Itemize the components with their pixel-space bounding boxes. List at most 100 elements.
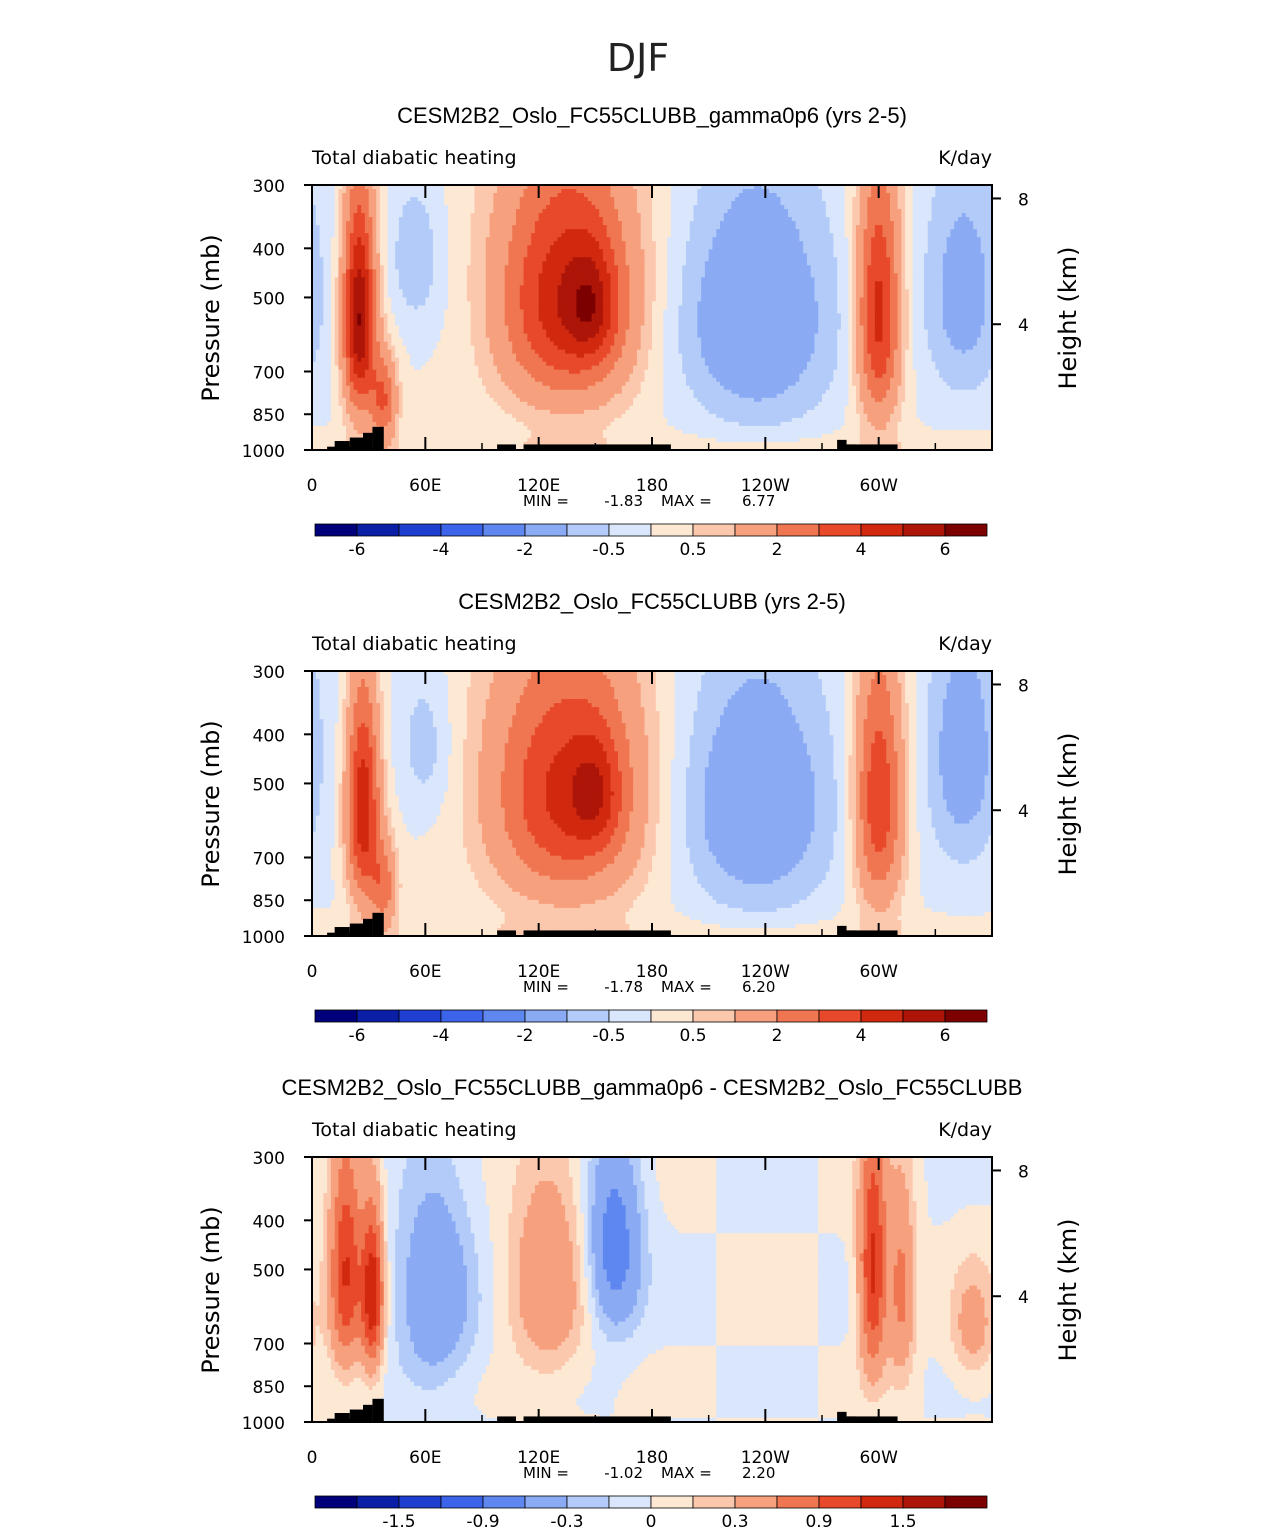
colorbar-label: -0.9 xyxy=(466,1512,499,1531)
y-tick-label: 850 xyxy=(253,892,285,912)
y-axis-label: Pressure (mb) xyxy=(197,720,225,887)
colorbar-swatch xyxy=(314,1009,358,1023)
colorbar-swatch xyxy=(776,1009,820,1023)
colorbar-swatch xyxy=(566,1009,610,1023)
topography xyxy=(327,912,898,936)
colorbar-label: 0 xyxy=(646,1512,657,1531)
topography-block xyxy=(497,444,516,450)
min-label: MIN = xyxy=(523,1464,569,1482)
colorbar-label: -0.5 xyxy=(592,1026,625,1046)
colorbar-label: 4 xyxy=(856,1026,867,1046)
min-value: -1.78 xyxy=(604,978,643,996)
colorbar-swatch xyxy=(818,523,862,537)
colorbar-label: 2 xyxy=(772,540,783,560)
colorbar: -1.5 -0.9 -0.3 0 0.3 0.9 1.5 xyxy=(314,1495,988,1531)
max-value: 2.20 xyxy=(742,1464,775,1482)
colorbar-swatch xyxy=(608,1009,652,1023)
topography-block xyxy=(372,1398,384,1422)
colorbar-swatch xyxy=(314,523,358,537)
colorbar-swatch xyxy=(944,1495,988,1509)
colorbar-swatch xyxy=(902,523,946,537)
colorbar-swatch xyxy=(650,1495,694,1509)
colorbar-swatch xyxy=(482,1495,526,1509)
y-tick-label: 1000 xyxy=(242,1414,285,1434)
topography-block xyxy=(334,441,350,450)
colorbar-swatch xyxy=(734,523,778,537)
max-label: MAX = xyxy=(661,1464,712,1482)
colorbar-label: -4 xyxy=(433,540,450,560)
colorbar-swatch xyxy=(734,1495,778,1509)
y-tick-label: 700 xyxy=(253,1335,285,1355)
x-tick-label: 120W xyxy=(741,1448,790,1468)
colorbar-label: -2 xyxy=(517,540,534,560)
y-tick-label: 850 xyxy=(253,406,285,426)
topography-block xyxy=(848,1418,879,1422)
colorbar-swatch xyxy=(398,1495,442,1509)
topography-block xyxy=(363,918,373,936)
units-label: K/day xyxy=(938,1119,992,1141)
y-right-tick-label: 8 xyxy=(1018,676,1029,696)
y-axis-label: Pressure (mb) xyxy=(197,1206,225,1373)
y-tick-label: 500 xyxy=(253,1261,285,1281)
colorbar-swatch xyxy=(650,523,694,537)
x-tick-label: 120E xyxy=(517,1448,560,1468)
x-tick-label: 60W xyxy=(859,1448,898,1468)
max-label: MAX = xyxy=(661,492,712,510)
colorbar-swatch xyxy=(398,1009,442,1023)
contour-field xyxy=(312,1157,992,1422)
x-tick-label: 60E xyxy=(409,476,441,496)
y-tick-label: 850 xyxy=(253,1378,285,1398)
colorbar-label: 1.5 xyxy=(889,1512,916,1531)
max-label: MAX = xyxy=(661,978,712,996)
colorbar-label: -2 xyxy=(517,1026,534,1046)
topography-block xyxy=(523,930,671,936)
topography-block xyxy=(497,930,516,936)
colorbar-swatch xyxy=(356,1009,400,1023)
min-label: MIN = xyxy=(523,978,569,996)
units-label: K/day xyxy=(938,633,992,655)
colorbar-swatch xyxy=(440,1009,484,1023)
y-right-axis-label: Height (km) xyxy=(1054,733,1082,876)
colorbar-label: 6 xyxy=(940,1026,951,1046)
min-label: MIN = xyxy=(523,492,569,510)
colorbar-swatch xyxy=(356,523,400,537)
min-value: -1.02 xyxy=(604,1464,643,1482)
topography-block xyxy=(334,927,350,936)
colorbar-swatch xyxy=(608,1495,652,1509)
colorbar-swatch xyxy=(314,1495,358,1509)
page-title: DJF xyxy=(607,36,669,80)
topography-block xyxy=(523,444,671,450)
panel-1: CESM2B2_Oslo_FC55CLUBB_gamma0p6 (yrs 2-5… xyxy=(197,103,1082,560)
colorbar-label: -6 xyxy=(349,540,366,560)
topography-block xyxy=(848,932,879,936)
colorbar: -6 -4 -2 -0.5 0.5 2 4 6 xyxy=(314,523,988,560)
colorbar-swatch xyxy=(692,1495,736,1509)
y-tick-label: 400 xyxy=(253,726,285,746)
colorbar-swatch xyxy=(902,1495,946,1509)
y-tick-label: 400 xyxy=(253,1212,285,1232)
colorbar-label: 2 xyxy=(772,1026,783,1046)
colorbar-swatch xyxy=(356,1495,400,1509)
y-tick-label: 500 xyxy=(253,289,285,309)
topography-block xyxy=(848,446,879,450)
colorbar-swatch xyxy=(524,523,568,537)
x-tick-label: 0 xyxy=(307,962,318,982)
x-tick-label: 0 xyxy=(307,1448,318,1468)
topography-block xyxy=(372,426,384,450)
colorbar-swatch xyxy=(482,1009,526,1023)
panel-3: CESM2B2_Oslo_FC55CLUBB_gamma0p6 - CESM2B… xyxy=(197,1075,1082,1531)
colorbar-swatch xyxy=(608,523,652,537)
topography-block xyxy=(334,1413,350,1422)
y-tick-label: 500 xyxy=(253,775,285,795)
colorbar-swatch xyxy=(566,523,610,537)
topography-block xyxy=(363,1404,373,1422)
y-right-tick-label: 4 xyxy=(1018,802,1029,822)
topography-block xyxy=(363,432,373,450)
colorbar-swatch xyxy=(944,523,988,537)
topography-block xyxy=(497,1416,516,1422)
max-value: 6.77 xyxy=(742,492,775,510)
colorbar-swatch xyxy=(902,1009,946,1023)
colorbar-swatch xyxy=(566,1495,610,1509)
variable-label: Total diabatic heating xyxy=(311,633,517,655)
